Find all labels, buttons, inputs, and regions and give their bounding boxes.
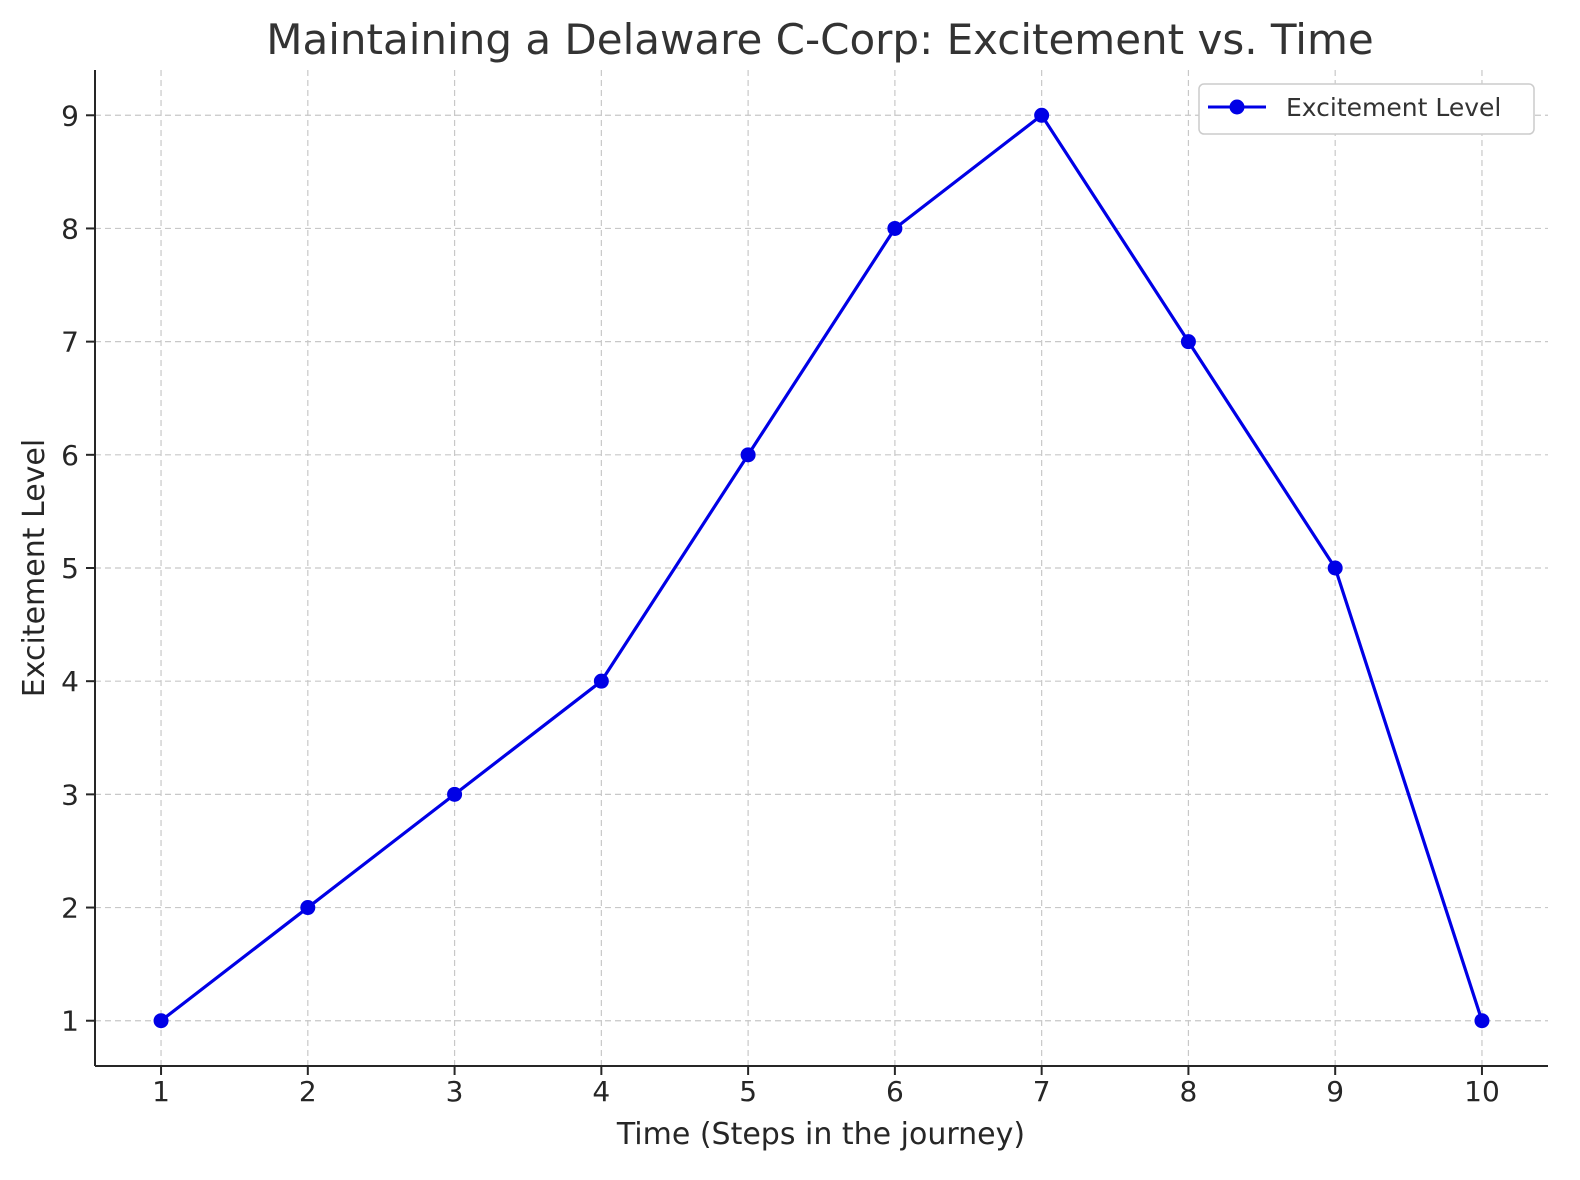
grid <box>95 70 1548 1066</box>
data-point <box>447 786 463 802</box>
y-tick-label: 8 <box>61 212 79 245</box>
x-tick-label: 8 <box>1180 1075 1198 1108</box>
y-tick-label: 7 <box>61 326 79 359</box>
y-tick-label: 3 <box>61 778 79 811</box>
x-tick-label: 2 <box>299 1075 317 1108</box>
legend-marker-swatch <box>1229 99 1245 115</box>
x-axis-label: Time (Steps in the journey) <box>616 1117 1025 1152</box>
x-tick-label: 6 <box>886 1075 904 1108</box>
y-tick-label: 2 <box>61 892 79 925</box>
series-line <box>160 113 1484 1022</box>
x-tick-label: 4 <box>592 1075 610 1108</box>
y-ticks: 1 2 3 4 5 6 7 8 9 <box>61 99 95 1038</box>
x-tick-label: 1 <box>152 1075 170 1108</box>
data-point <box>1180 334 1196 350</box>
x-tick-label: 9 <box>1326 1075 1344 1108</box>
legend-box <box>1198 83 1535 135</box>
data-point <box>1327 560 1343 576</box>
data-point <box>1034 107 1050 123</box>
x-tick-label: 3 <box>446 1075 464 1108</box>
data-point <box>1474 1013 1490 1029</box>
y-tick-label: 1 <box>61 1005 79 1038</box>
data-point <box>887 220 903 236</box>
data-point <box>740 447 756 463</box>
chart-title: Maintaining a Delaware C-Corp: Excitemen… <box>266 15 1373 64</box>
y-tick-label: 6 <box>61 439 79 472</box>
data-point <box>153 1013 169 1029</box>
x-ticks: 1 2 3 4 5 6 7 8 9 10 <box>152 1066 1500 1108</box>
y-tick-label: 4 <box>61 665 79 698</box>
y-axis-label: Excitement Level <box>17 439 52 697</box>
x-tick-label: 5 <box>739 1075 757 1108</box>
x-tick-label: 10 <box>1464 1075 1500 1108</box>
data-point <box>300 900 316 916</box>
legend: Excitement Level <box>1198 83 1535 135</box>
x-tick-label: 7 <box>1033 1075 1051 1108</box>
legend-label: Excitement Level <box>1286 93 1501 122</box>
y-tick-label: 9 <box>61 99 79 132</box>
data-point <box>593 673 609 689</box>
series <box>153 107 1490 1029</box>
y-tick-label: 5 <box>61 552 79 585</box>
